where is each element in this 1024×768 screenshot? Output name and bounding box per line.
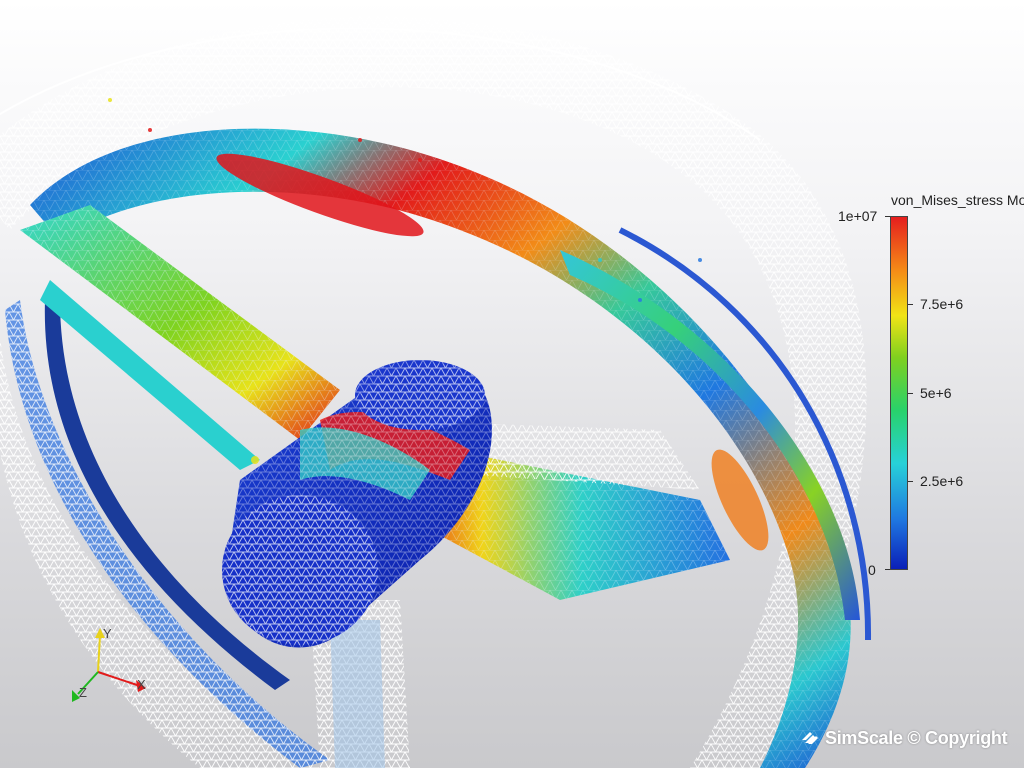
axis-z-arrow (72, 690, 80, 702)
legend-color-bar (890, 216, 908, 570)
simscale-watermark: SimScale © Copyright (800, 726, 1008, 750)
outer-tyre-wireframe-rim (0, 27, 761, 141)
legend-max-label: 1e+07 (838, 208, 878, 224)
mesh-specks (108, 98, 702, 464)
rim-hotspot-right (711, 449, 769, 551)
axis-y-label: Y (103, 626, 112, 641)
color-legend: von_Mises_stress Mo 1e+07 7.5e+6 5e+6 2.… (830, 190, 1024, 590)
spoke-right-mesh (400, 440, 730, 600)
legend-tick-label: 7.5e+6 (920, 296, 964, 312)
outer-tyre-wireframe (0, 16, 867, 768)
axis-z-line (77, 671, 99, 695)
axis-x-line (97, 671, 141, 687)
axes-triad: Y Z X (72, 626, 146, 702)
legend-tick-label: 5e+6 (920, 385, 952, 401)
spoke-upper-left-shade (40, 280, 260, 470)
axis-y-line (97, 634, 101, 673)
rim-hotspot-top (216, 153, 424, 237)
legend-tick-2 (908, 393, 913, 394)
axis-x-label: X (137, 677, 146, 692)
legend-tick-min (885, 569, 890, 570)
watermark-text: SimScale © Copyright (825, 727, 1008, 748)
legend-tick-max (885, 216, 890, 217)
legend-tick-label: 2.5e+6 (920, 473, 964, 489)
axis-z-label: Z (79, 685, 87, 700)
simscale-logo-icon (802, 732, 818, 744)
left-tyre-wireframe (0, 250, 320, 768)
legend-tick-3 (908, 481, 913, 482)
legend-tick-1 (908, 304, 913, 305)
spoke-upper-left-mesh (20, 205, 340, 440)
legend-title: von_Mises_stress Mo (891, 192, 1024, 208)
outer-right-rim-edge (618, 227, 872, 641)
hub-body-mesh (225, 363, 492, 648)
axis-y-arrow (95, 628, 105, 638)
spoke-lower-color (330, 620, 385, 768)
legend-min-label: 0 (868, 562, 876, 578)
main-rim-mesh (30, 128, 851, 768)
axis-x-arrow (136, 680, 146, 692)
